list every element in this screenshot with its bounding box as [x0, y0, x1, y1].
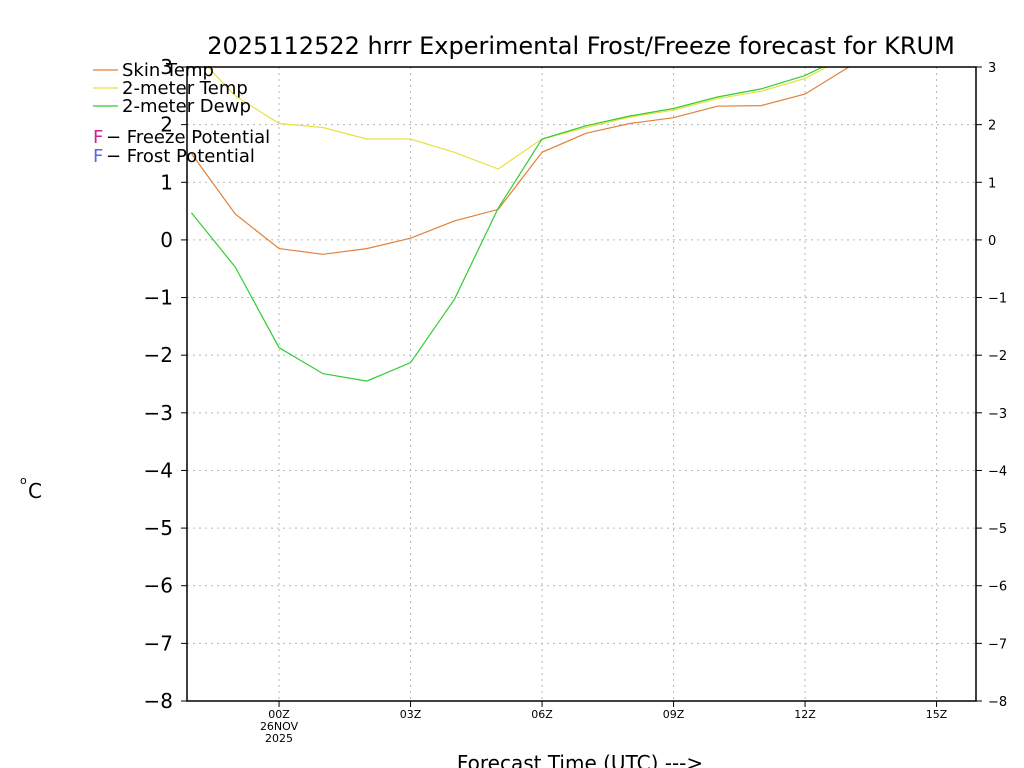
y-tick-label-left: 0: [160, 228, 173, 252]
y-tick-label-left: −8: [144, 689, 173, 713]
y-tick-label-right: −8: [988, 695, 1007, 710]
plot-frame: [186, 66, 977, 702]
x-tick-label: 00Z: [268, 708, 290, 721]
y-tick-label-left: −6: [144, 574, 173, 598]
y-tick-label-right: −6: [988, 580, 1007, 595]
y-tick-label-right: −2: [988, 349, 1007, 364]
y-tick-label-left: −1: [144, 286, 173, 310]
y-axis-degree: o: [20, 474, 27, 487]
y-tick-label-right: 3: [988, 61, 996, 76]
chart-title: 2025112522 hrrr Experimental Frost/Freez…: [207, 32, 955, 60]
x-tick-label: 09Z: [663, 708, 685, 721]
series-line-2-meter-temp: [207, 67, 828, 170]
potential-letter: F: [93, 127, 103, 148]
series-line-skin-temp: [190, 67, 850, 255]
y-tick-label-left: 1: [160, 170, 173, 194]
y-tick-label-left: −5: [144, 516, 173, 540]
series-lines: [190, 67, 850, 382]
series-line-2-meter-dewp: [190, 67, 823, 382]
y-axis-title: o C: [20, 474, 42, 503]
y-tick-label-left: −4: [144, 458, 173, 482]
y-tick-label-right: −1: [988, 292, 1007, 307]
y-tick-label-right: −7: [988, 637, 1007, 652]
grid: [187, 67, 976, 701]
x-tick-label: 06Z: [531, 708, 553, 721]
x-tick-label: 12Z: [794, 708, 816, 721]
x-tick-date: 26NOV: [260, 720, 299, 733]
y-tick-label-right: −5: [988, 522, 1007, 537]
y-axis-left: 3 2 1 0 −1 −2 −3 −4 −5 −6 −7 −8: [144, 55, 187, 713]
x-axis-title: Forecast Time (UTC) --->: [457, 751, 703, 768]
x-tick-label: 03Z: [400, 708, 422, 721]
legend-label: Skin Temp: [122, 60, 214, 81]
y-tick-label-left: −2: [144, 343, 173, 367]
legend-label: 2-meter Dewp: [122, 96, 251, 117]
potential-label: − Frost Potential: [106, 146, 255, 167]
y-tick-label-left: 3: [160, 55, 173, 79]
y-axis-unit: C: [28, 479, 42, 503]
x-tick-year: 2025: [265, 732, 293, 745]
y-tick-label-right: 0: [988, 234, 996, 249]
y-tick-label-right: 1: [988, 176, 996, 191]
potential-label: − Freeze Potential: [106, 127, 270, 148]
y-tick-label-left: −3: [144, 401, 173, 425]
legend-label: 2-meter Temp: [122, 78, 248, 99]
y-tick-label-right: −3: [988, 407, 1007, 422]
potential-letter: F: [93, 146, 103, 167]
y-tick-label-left: 2: [160, 113, 173, 137]
y-tick-label-left: −7: [144, 631, 173, 655]
y-tick-label-right: 2: [988, 119, 996, 134]
x-tick-label: 15Z: [926, 708, 948, 721]
y-tick-label-right: −4: [988, 464, 1007, 479]
y-axis-right: 3 2 1 0 −1 −2 −3 −4 −5 −6 −7 −8: [976, 61, 1007, 710]
